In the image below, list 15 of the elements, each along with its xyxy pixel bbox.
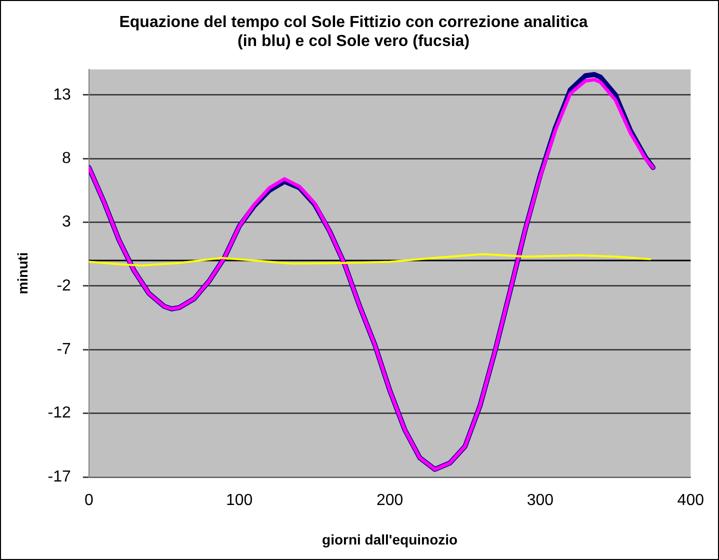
x-tick-label: 200	[376, 492, 404, 510]
y-tick-label: 13	[53, 86, 72, 104]
x-tick-label: 0	[84, 492, 94, 510]
x-axis-title: giorni dall'equinozio	[322, 531, 458, 548]
y-tick-label: -2	[56, 277, 72, 294]
chart-title: Equazione del tempo col Sole Fittizio con correzione analitica (in blu) e col Sole vero (fucsia)	[119, 14, 588, 50]
y-tick-label: -7	[56, 341, 72, 358]
y-tick-label: 8	[62, 150, 72, 167]
y-axis-title: minuti	[14, 252, 30, 294]
y-tick-label: 3	[62, 214, 72, 231]
x-tick-label: 300	[526, 492, 554, 510]
y-tick-label: -12	[48, 404, 72, 422]
x-tick-label: 100	[226, 492, 253, 510]
y-tick-label: -17	[48, 468, 72, 486]
x-tick-label: 400	[677, 492, 704, 510]
